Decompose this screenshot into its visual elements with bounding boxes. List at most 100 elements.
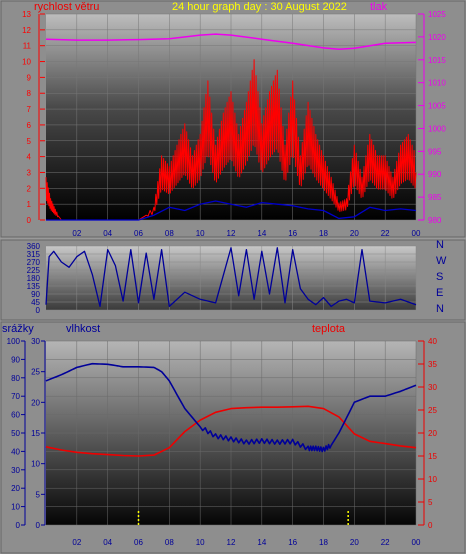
- tick-label-rain: 30: [11, 466, 20, 475]
- tick-label-hour: 20: [350, 229, 359, 238]
- tick-label-rain: 10: [11, 503, 20, 512]
- tick-label-direction: 45: [31, 298, 40, 307]
- tick-label-rain: 50: [11, 429, 20, 438]
- tick-label-wind-speed: 9: [27, 73, 32, 82]
- tick-label-hour: 18: [319, 538, 328, 547]
- tick-label-direction: 360: [27, 242, 41, 251]
- tick-label-wind-speed: 10: [22, 58, 31, 67]
- tick-label-wind-speed: 13: [22, 10, 31, 19]
- tick-label-hour: 14: [257, 538, 266, 547]
- tick-label-hour: 22: [381, 229, 390, 238]
- tick-label-wind-speed: 11: [23, 42, 32, 51]
- tick-label-rain: 40: [11, 447, 20, 456]
- tick-label-direction: 270: [27, 258, 41, 267]
- tick-label-direction: 0: [36, 306, 41, 315]
- tick-label-wind-speed: 5: [27, 137, 32, 146]
- tick-label-pressure: 985: [428, 193, 442, 202]
- direction-letter-n: N: [436, 239, 444, 251]
- tick-label-hour: 16: [288, 538, 297, 547]
- tick-label-rain: 70: [11, 392, 20, 401]
- series-wind-average-line: [46, 200, 417, 221]
- tick-label-rain: 100: [7, 337, 21, 346]
- tick-label-wind-speed: 4: [27, 153, 32, 162]
- tick-label-pressure: 995: [428, 147, 442, 156]
- tick-label-wind-speed: 12: [22, 26, 31, 35]
- tick-label-hour: 06: [134, 538, 143, 547]
- series-humidity-temp: [45, 362, 417, 525]
- tick-label-pressure: 1025: [428, 10, 446, 19]
- tick-label-pressure: 1015: [428, 56, 446, 65]
- tick-label-hour: 16: [288, 229, 297, 238]
- tick-label-wind-speed: 1: [27, 200, 32, 209]
- series-direction: [45, 247, 417, 308]
- tick-label-temperature: 0: [428, 521, 433, 530]
- tick-label-rain: 20: [11, 484, 20, 493]
- tick-label-direction: 135: [27, 282, 41, 291]
- tick-label-wind-speed: 6: [27, 121, 32, 130]
- tick-label-hour: 10: [196, 538, 205, 547]
- tick-label-wind-speed: 3: [27, 168, 32, 177]
- tick-label-pressure: 1020: [428, 33, 446, 42]
- tick-label-pressure: 1000: [428, 124, 446, 133]
- rain-label: srážky: [2, 323, 34, 335]
- grid-direction: [46, 245, 417, 311]
- tick-label-rain: 60: [11, 411, 20, 420]
- tick-label-hour: 22: [381, 538, 390, 547]
- tick-label-direction: 225: [27, 266, 41, 275]
- tick-label-humidity: 5: [36, 490, 41, 499]
- tick-label-rain: 90: [11, 355, 20, 364]
- series-humidity-line: [45, 362, 417, 453]
- tick-label-hour: 12: [227, 229, 236, 238]
- tick-label-pressure: 1005: [428, 102, 446, 111]
- tick-label-hour: 04: [103, 229, 112, 238]
- tick-label-hour: 10: [196, 229, 205, 238]
- tick-label-humidity: 15: [31, 429, 40, 438]
- tick-label-temperature: 25: [428, 406, 437, 415]
- tick-label-temperature: 15: [428, 452, 437, 461]
- tick-label-rain: 0: [16, 521, 21, 530]
- tick-label-hour: 12: [227, 538, 236, 547]
- tick-label-hour: 20: [350, 538, 359, 547]
- tick-label-humidity: 10: [31, 460, 40, 469]
- tick-label-wind-speed: 2: [27, 184, 32, 193]
- direction-letter-e: E: [436, 287, 443, 299]
- tick-label-wind-speed: 8: [27, 89, 32, 98]
- tick-label-humidity: 30: [31, 337, 40, 346]
- wind-speed-label: rychlost větru: [34, 1, 99, 13]
- tick-label-temperature: 30: [428, 383, 437, 392]
- tick-label-wind-speed: 7: [27, 105, 32, 114]
- tick-label-temperature: 35: [428, 360, 437, 369]
- direction-letter-s: S: [436, 271, 443, 283]
- tick-label-rain: 80: [11, 374, 20, 383]
- series-wind-pressure: [45, 33, 417, 221]
- tick-label-direction: 180: [27, 274, 41, 283]
- tick-label-hour: 08: [165, 538, 174, 547]
- tick-label-hour: 18: [319, 229, 328, 238]
- tick-label-hour: 02: [72, 538, 81, 547]
- tick-label-hour: 02: [72, 229, 81, 238]
- direction-letter-w: W: [436, 255, 447, 267]
- tick-label-hour: 00: [412, 229, 421, 238]
- chart-title: 24 hour graph day : 30 August 2022: [172, 1, 347, 13]
- direction-letter-n: N: [436, 303, 444, 315]
- tick-label-hour: 04: [103, 538, 112, 547]
- pressure-label: tlak: [370, 1, 388, 13]
- tick-label-pressure: 1010: [428, 79, 446, 88]
- tick-label-direction: 90: [31, 290, 40, 299]
- series-pressure-line: [45, 33, 417, 50]
- tick-label-hour: 06: [134, 229, 143, 238]
- ticks-humidity: 0102030405060708090100051015202530051015…: [7, 337, 438, 547]
- tick-label-temperature: 10: [428, 475, 437, 484]
- tick-label-hour: 14: [257, 229, 266, 238]
- series-wind-direction-line: [45, 247, 417, 308]
- grid-humidity: [46, 340, 417, 526]
- tick-label-temperature: 20: [428, 429, 437, 438]
- tick-label-humidity: 0: [36, 521, 41, 530]
- tick-label-humidity: 20: [31, 398, 40, 407]
- tick-label-wind-speed: 0: [27, 216, 32, 225]
- series-temperature-line: [45, 405, 417, 457]
- tick-label-direction: 315: [27, 250, 41, 259]
